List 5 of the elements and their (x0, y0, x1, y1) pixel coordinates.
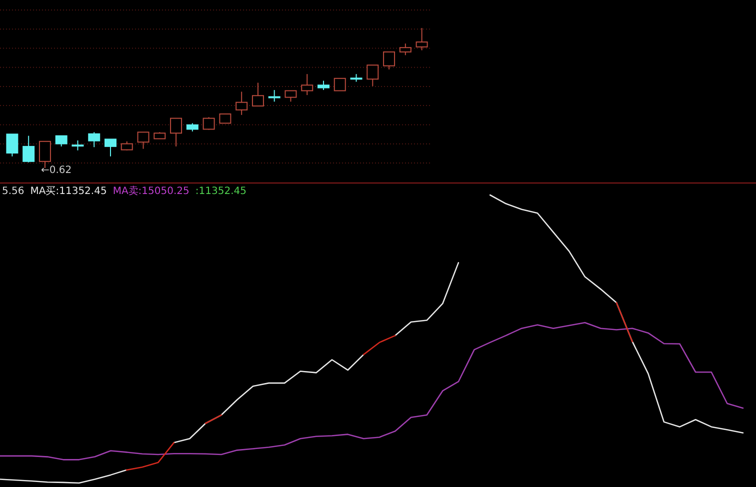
text: MA卖:15050.25 (112, 185, 190, 197)
text: MA买:11352.45 (30, 186, 107, 197)
annotation: ←0.62 (40, 165, 72, 176)
annotation: :11352.45 (195, 186, 246, 197)
annotation: 5.56 (2, 186, 24, 197)
